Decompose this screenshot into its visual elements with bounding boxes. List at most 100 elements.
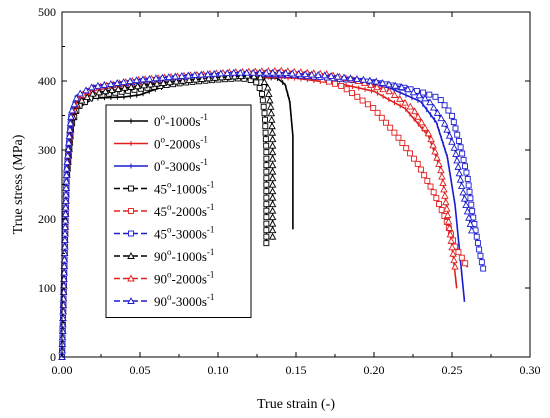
data-point-marker — [443, 211, 452, 219]
data-point-marker — [62, 164, 71, 172]
data-point-marker — [268, 193, 277, 201]
data-point-marker — [359, 75, 368, 83]
data-point-marker — [263, 207, 270, 214]
data-point-marker — [343, 86, 350, 93]
data-point-marker — [431, 147, 439, 155]
data-point-marker — [433, 108, 442, 116]
data-point-marker — [415, 91, 423, 99]
data-point-marker — [454, 131, 461, 138]
data-point-marker — [263, 220, 270, 227]
data-point-marker — [432, 93, 439, 100]
data-point-marker — [442, 198, 450, 206]
data-point-marker — [414, 112, 422, 120]
data-point-marker — [426, 91, 433, 98]
data-point-marker — [60, 242, 69, 250]
data-point-marker — [263, 149, 270, 156]
data-point-marker — [467, 226, 476, 234]
data-point-marker — [263, 201, 270, 208]
data-point-marker — [391, 81, 400, 89]
data-point-marker — [61, 210, 70, 217]
data-point-marker — [338, 82, 345, 89]
data-point-marker — [427, 135, 435, 143]
data-point-marker — [82, 86, 90, 94]
data-point-marker — [409, 88, 418, 96]
data-point-marker — [268, 180, 277, 188]
data-point-marker — [372, 77, 381, 85]
data-point-marker — [267, 102, 275, 110]
data-point-marker — [72, 94, 81, 102]
data-point-marker — [133, 82, 142, 90]
data-point-marker — [128, 230, 134, 237]
data-point-marker — [263, 168, 270, 175]
data-point-marker — [65, 138, 73, 146]
data-point-marker — [437, 166, 445, 174]
data-point-marker — [230, 72, 239, 80]
data-point-marker — [268, 187, 277, 195]
data-point-marker — [463, 169, 470, 176]
data-point-marker — [459, 150, 466, 157]
data-point-marker — [223, 69, 231, 77]
data-point-marker — [263, 240, 270, 247]
data-point-marker — [370, 105, 377, 111]
data-point-marker — [441, 102, 448, 109]
data-point-marker — [456, 175, 465, 183]
data-point-marker — [263, 83, 272, 91]
data-point-marker — [62, 184, 70, 192]
data-point-marker — [268, 135, 277, 143]
y-tick-label: 0 — [50, 350, 56, 364]
data-point-marker — [250, 72, 258, 80]
data-point-marker — [346, 74, 355, 82]
data-point-marker — [94, 81, 102, 89]
data-point-marker — [263, 142, 270, 149]
data-point-marker — [67, 112, 75, 120]
data-point-marker — [127, 83, 135, 90]
legend-label: 0o-3000s-1 — [154, 157, 208, 174]
data-point-marker — [113, 79, 121, 86]
data-point-marker — [60, 268, 68, 276]
data-point-marker — [333, 72, 342, 80]
data-point-marker — [268, 174, 277, 182]
data-point-marker — [452, 150, 460, 158]
data-point-marker — [146, 80, 155, 88]
data-point-marker — [268, 128, 277, 136]
data-point-marker — [128, 208, 134, 214]
data-point-marker — [224, 72, 232, 80]
data-point-marker — [263, 233, 270, 240]
data-point-marker — [447, 236, 455, 244]
data-point-marker — [70, 100, 78, 108]
data-point-marker — [62, 190, 70, 198]
data-point-marker — [158, 73, 167, 81]
data-point-marker — [268, 122, 276, 130]
data-point-marker — [468, 201, 475, 208]
data-point-marker — [460, 194, 469, 202]
data-point-marker — [61, 229, 69, 237]
data-point-marker — [420, 89, 427, 96]
data-point-marker — [262, 116, 268, 123]
data-point-marker — [268, 154, 277, 162]
data-point-marker — [467, 195, 474, 202]
data-point-marker — [396, 94, 404, 102]
data-point-marker — [441, 191, 449, 199]
data-point-marker — [410, 155, 417, 162]
data-point-marker — [452, 125, 459, 132]
data-point-marker — [294, 69, 303, 77]
data-point-marker — [262, 129, 269, 136]
data-point-marker — [378, 78, 387, 86]
data-point-marker — [260, 103, 267, 110]
data-point-marker — [62, 197, 70, 204]
legend: 0o-1000s-1 0o-2000s-1 0o-3000s-1 45o-1000s-… — [105, 104, 252, 318]
y-tick-label: 100 — [38, 281, 56, 295]
data-point-marker — [466, 188, 473, 195]
data-point-marker — [439, 179, 447, 186]
data-point-marker — [320, 71, 329, 79]
data-point-marker — [301, 70, 309, 78]
data-point-marker — [59, 320, 67, 328]
data-point-marker — [397, 83, 406, 91]
data-point-marker — [383, 119, 389, 126]
data-point-marker — [438, 207, 445, 213]
data-point-marker — [237, 72, 245, 79]
data-point-marker — [128, 185, 134, 192]
data-point-marker — [385, 80, 393, 88]
data-point-marker — [108, 86, 116, 94]
data-point-marker — [288, 69, 296, 77]
